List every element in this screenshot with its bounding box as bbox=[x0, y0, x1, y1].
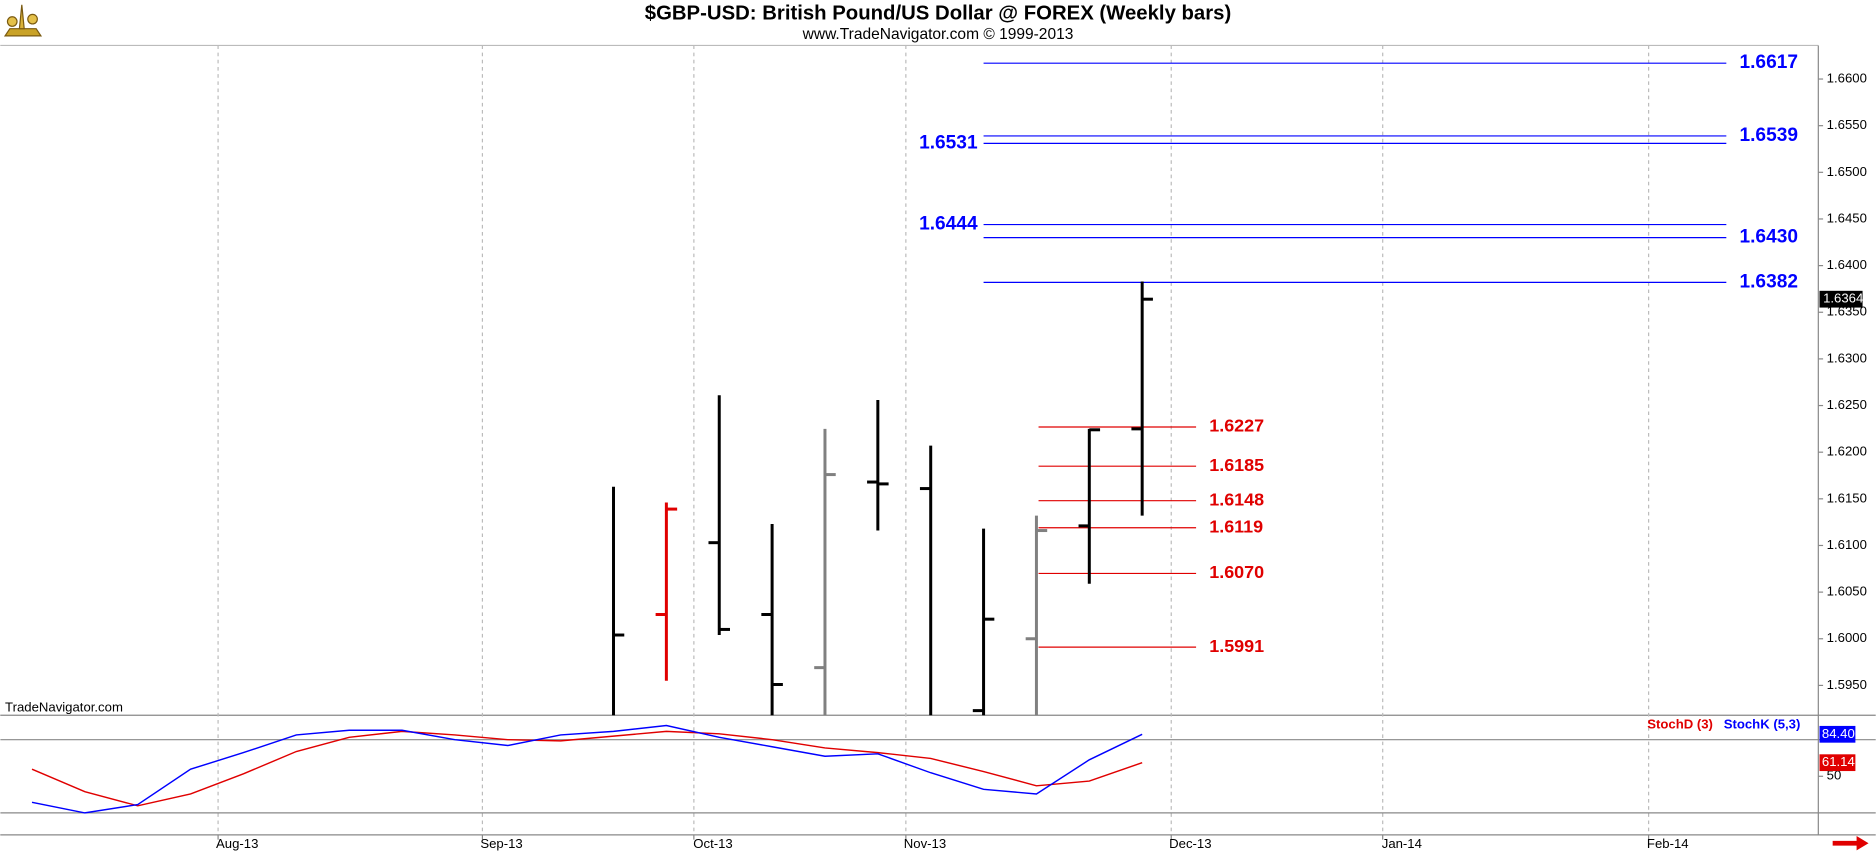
level-label: 1.5991 bbox=[1209, 636, 1264, 656]
legend-label: StochK (5,3) bbox=[1724, 716, 1801, 731]
y-tick-label: 1.6400 bbox=[1827, 257, 1867, 272]
watermark: TradeNavigator.com bbox=[5, 700, 123, 715]
legend-label: StochD (3) bbox=[1647, 716, 1713, 731]
scroll-arrow bbox=[1832, 836, 1869, 851]
last-price-box bbox=[1819, 290, 1863, 308]
level-label: 1.6382 bbox=[1739, 271, 1797, 292]
level-label: 1.6227 bbox=[1209, 416, 1264, 436]
y-tick-label: 1.6000 bbox=[1827, 630, 1867, 645]
value-box bbox=[1819, 754, 1856, 772]
y-tick-label: 1.6050 bbox=[1827, 584, 1867, 599]
level-label: 1.6070 bbox=[1209, 562, 1264, 582]
price-panel bbox=[612, 62, 1727, 716]
logo bbox=[3, 4, 43, 37]
x-tick-label: Dec-13 bbox=[1169, 836, 1211, 851]
value-label: 61.14 bbox=[1822, 754, 1855, 769]
level-label: 1.6119 bbox=[1209, 516, 1263, 536]
y-tick-label: 1.6150 bbox=[1827, 490, 1867, 505]
x-tick-label: Feb-14 bbox=[1647, 836, 1689, 851]
stochastic-panel bbox=[0, 724, 1819, 814]
x-tick-label: Sep-13 bbox=[480, 836, 522, 851]
y-tick-label: 1.6550 bbox=[1827, 117, 1867, 132]
chart-title: $GBP-USD: British Pound/US Dollar @ FORE… bbox=[645, 3, 1231, 25]
value-box bbox=[1819, 725, 1856, 743]
stoch-line bbox=[31, 730, 1143, 807]
chart-subtitle: www.TradeNavigator.com © 1999-2013 bbox=[802, 26, 1074, 43]
y-tick-label: 1.6250 bbox=[1827, 397, 1867, 412]
level-label: 1.6185 bbox=[1209, 455, 1264, 475]
grid bbox=[217, 45, 1650, 835]
x-tick-label: Aug-13 bbox=[216, 836, 258, 851]
x-tick-label: Nov-13 bbox=[904, 836, 946, 851]
stoch-line bbox=[31, 724, 1143, 814]
x-tick-label: Oct-13 bbox=[693, 836, 732, 851]
y-tick-label: 1.6200 bbox=[1827, 444, 1867, 459]
x-tick-label: Jan-14 bbox=[1382, 836, 1422, 851]
y-tick-label: 1.6500 bbox=[1827, 164, 1867, 179]
level-label: 1.6444 bbox=[919, 214, 978, 235]
y-tick-label: 1.6100 bbox=[1827, 537, 1867, 552]
y-tick-label: 1.6600 bbox=[1827, 71, 1867, 86]
level-label: 1.6148 bbox=[1209, 489, 1264, 509]
y-tick-label: 1.6300 bbox=[1827, 350, 1867, 365]
level-label: 1.6430 bbox=[1739, 227, 1797, 248]
level-label: 1.6531 bbox=[919, 132, 978, 153]
last-price-label: 1.6364 bbox=[1823, 291, 1863, 306]
level-label: 1.6617 bbox=[1739, 52, 1797, 73]
y-tick-label: 1.6450 bbox=[1827, 210, 1867, 225]
y-tick-label: 50 bbox=[1827, 768, 1842, 783]
y-tick-label: 1.5950 bbox=[1827, 677, 1867, 692]
value-label: 84.40 bbox=[1822, 726, 1855, 741]
level-label: 1.6539 bbox=[1739, 125, 1797, 146]
labels: Aug-13 Sep-13 Oct-13 Nov-13 Dec-13 Jan-14 Feb-… bbox=[216, 52, 1876, 851]
